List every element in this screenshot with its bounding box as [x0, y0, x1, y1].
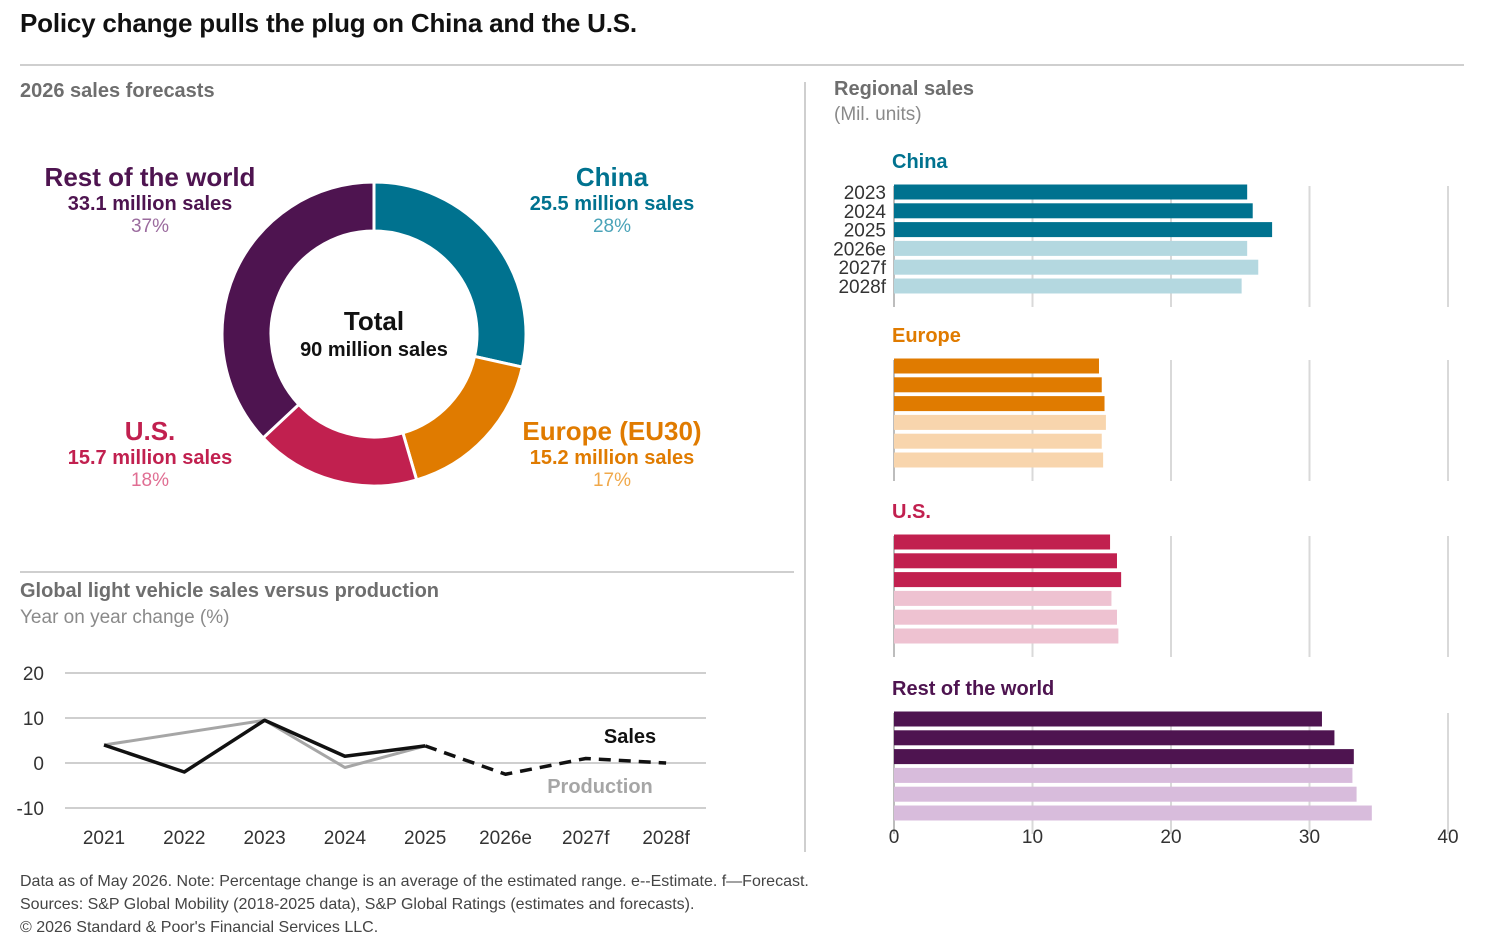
donut-center-subtitle: 90 million sales: [300, 339, 448, 361]
bar-rest-of-the-world-2026e: [894, 767, 1353, 783]
bar-u-s-2024: [894, 553, 1117, 569]
label-europe: Europe (EU30) 15.2 million sales 17%: [482, 416, 742, 492]
bar-europe-2028f: [894, 452, 1104, 468]
bar-u-s-2026e: [894, 590, 1112, 606]
year-label: 2025: [844, 221, 886, 242]
bar-china-2027f: [894, 259, 1259, 275]
x-tick-label: 2024: [324, 828, 367, 849]
bar-rest-of-the-world-2028f: [894, 805, 1372, 821]
label-row-name: Rest of the world: [44, 162, 256, 192]
x-tick-label: 0: [889, 827, 900, 848]
x-tick-label: 2027f: [562, 828, 610, 849]
label-us-name: U.S.: [124, 416, 176, 446]
year-label: 2026e: [833, 239, 886, 260]
label-china-name: China: [575, 162, 649, 192]
x-tick-label: 20: [1160, 827, 1181, 848]
label-us-sales: 15.7 million sales: [67, 447, 233, 469]
y-tick-label: 20: [23, 664, 44, 685]
donut-slice-rest-of-the-world: [220, 180, 376, 441]
bar-china-2026e: [894, 240, 1248, 256]
bar-u-s-2023: [894, 534, 1111, 550]
group-title-u-s: U.S.: [892, 501, 931, 523]
bar-china-2028f: [894, 278, 1242, 294]
bar-europe-2025: [894, 396, 1105, 412]
label-row-pct: 37%: [130, 216, 170, 237]
x-tick-label: 2022: [163, 828, 205, 849]
donut-section-title: 2026 sales forecasts: [20, 80, 215, 102]
donut-slice-china: [372, 180, 528, 369]
x-tick-label: 2026e: [479, 828, 532, 849]
label-us: U.S. 15.7 million sales 18%: [20, 416, 280, 492]
series-label-sales: Sales: [604, 726, 656, 748]
bar-europe-2024: [894, 377, 1102, 393]
label-china-sales: 25.5 million sales: [529, 193, 695, 215]
bar-rest-of-the-world-2025: [894, 749, 1354, 765]
section-divider: [20, 571, 794, 573]
label-us-pct: 18%: [130, 470, 170, 491]
label-rest-of-world: Rest of the world 33.1 million sales 37%: [20, 162, 280, 238]
regional-section-title: Regional sales: [834, 78, 975, 100]
column-divider: [804, 82, 806, 852]
series-line-sales: [103, 718, 426, 774]
bar-rest-of-the-world-2027f: [894, 786, 1357, 802]
x-tick-label: 2023: [243, 828, 285, 849]
year-label: 2028f: [838, 277, 886, 298]
bar-china-2024: [894, 203, 1253, 219]
bar-europe-2027f: [894, 433, 1102, 449]
donut-center: Total 90 million sales: [264, 306, 484, 362]
x-tick-label: 2021: [83, 828, 125, 849]
y-tick-label: -10: [17, 799, 44, 820]
bar-group-europe: Europe: [892, 325, 1106, 468]
page-title: Policy change pulls the plug on China an…: [20, 8, 637, 38]
label-europe-sales: 15.2 million sales: [529, 447, 695, 469]
series-line-production: [103, 718, 426, 769]
bar-u-s-2027f: [894, 609, 1117, 625]
label-row-sales: 33.1 million sales: [67, 193, 233, 215]
bar-u-s-2028f: [894, 628, 1119, 644]
bar-china-2023: [894, 184, 1248, 200]
footer-sources: Sources: S&P Global Mobility (2018-2025 …: [20, 896, 695, 913]
footer-note: Data as of May 2026. Note: Percentage ch…: [20, 873, 809, 890]
y-tick-label: 10: [23, 709, 44, 730]
x-tick-label: 10: [1022, 827, 1043, 848]
series-label-production: Production: [547, 776, 653, 798]
bar-group-u-s: U.S.: [892, 501, 1122, 644]
group-title-europe: Europe: [892, 325, 961, 347]
bar-u-s-2025: [894, 572, 1122, 588]
footer-copyright: © 2026 Standard & Poor's Financial Servi…: [20, 919, 379, 936]
bar-rest-of-the-world-2024: [894, 730, 1335, 746]
bar-europe-2026e: [894, 414, 1106, 430]
x-tick-label: 2028f: [642, 828, 690, 849]
donut-center-title: Total: [343, 306, 405, 336]
donut-chart: [220, 180, 528, 488]
series-line-sales-forecast: [424, 744, 667, 776]
year-label: 2024: [844, 202, 887, 223]
group-title-china: China: [892, 151, 948, 173]
x-tick-label: 30: [1299, 827, 1320, 848]
bar-rest-of-the-world-2023: [894, 711, 1322, 727]
bar-group-rest-of-the-world: Rest of the world: [892, 678, 1372, 821]
y-tick-label: 0: [33, 754, 44, 775]
label-europe-pct: 17%: [592, 470, 632, 491]
regional-section-subtitle: (Mil. units): [834, 104, 922, 125]
year-label: 2023: [844, 183, 886, 204]
bar-china-2025: [894, 222, 1273, 238]
bar-europe-2023: [894, 358, 1099, 374]
x-tick-label: 2025: [404, 828, 446, 849]
label-china: China 25.5 million sales 28%: [482, 162, 742, 238]
line-chart: 20 10 0 -10 2021 2022 2023 2024 2025 2026e 2027f 2…: [17, 664, 706, 849]
label-europe-name: Europe (EU30): [522, 416, 702, 446]
label-china-pct: 28%: [592, 216, 632, 237]
group-title-rest-of-the-world: Rest of the world: [892, 678, 1054, 700]
x-tick-label: 40: [1437, 827, 1458, 848]
line-section-subtitle: Year on year change (%): [20, 607, 230, 628]
title-divider: [20, 64, 1464, 66]
line-section-title: Global light vehicle sales versus produc…: [20, 580, 440, 602]
year-label: 2027f: [838, 258, 886, 279]
